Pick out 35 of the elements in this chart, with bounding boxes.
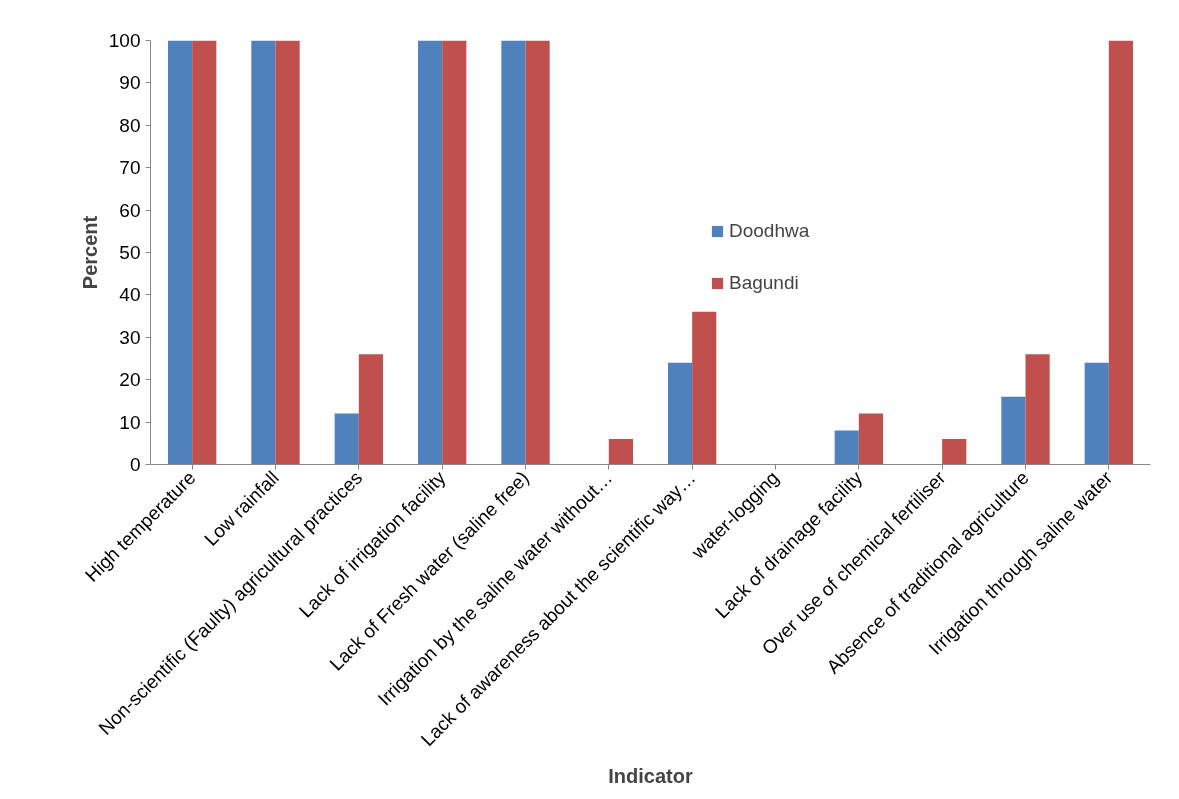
- y-tick-label: 100: [108, 30, 141, 51]
- bar: [668, 362, 693, 465]
- legend-label: Doodhwa: [729, 220, 810, 242]
- bar: [834, 430, 859, 465]
- y-tick-label: 20: [119, 369, 141, 391]
- bar: [275, 40, 300, 465]
- y-tick-label: 30: [119, 326, 141, 348]
- bar: [334, 413, 359, 465]
- bar: [1084, 362, 1109, 465]
- y-tick-label: 40: [119, 284, 141, 306]
- bar: [692, 311, 717, 465]
- y-tick-label: 70: [119, 157, 141, 179]
- bar: [608, 439, 633, 465]
- bar: [525, 40, 550, 465]
- bar: [168, 40, 193, 465]
- y-tick-label: 60: [119, 199, 141, 221]
- y-tick-label: 10: [119, 411, 141, 433]
- legend-label: Bagundi: [729, 272, 799, 294]
- bar: [251, 40, 276, 465]
- y-tick-label: 0: [129, 454, 141, 475]
- bar: [501, 40, 526, 465]
- bar: [1001, 396, 1026, 465]
- y-tick-label: 90: [119, 72, 141, 94]
- bar: [1025, 354, 1050, 465]
- bar: [358, 354, 383, 465]
- y-tick-label: 80: [119, 114, 141, 136]
- bar: [1108, 40, 1133, 465]
- bar: [192, 40, 217, 465]
- bar: [418, 40, 443, 465]
- x-axis-title: Indicator: [608, 765, 693, 788]
- y-tick-label: 50: [119, 242, 141, 263]
- bar: [942, 439, 967, 465]
- bar: [442, 40, 467, 465]
- bar: [858, 413, 883, 465]
- y-axis-title: Percent: [78, 215, 101, 290]
